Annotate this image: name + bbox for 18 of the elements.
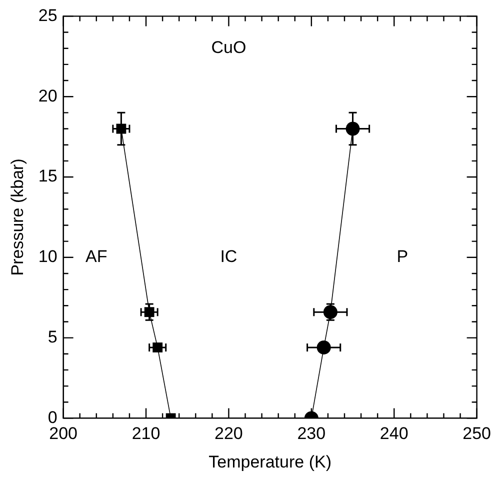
y-tick-label: 0 bbox=[48, 408, 58, 427]
annotation: P bbox=[396, 247, 408, 266]
y-tick-label: 25 bbox=[38, 6, 58, 25]
x-tick-label: 200 bbox=[49, 424, 78, 444]
y-tick-label: 5 bbox=[48, 327, 58, 346]
x-axis-title: Temperature (K) bbox=[208, 452, 332, 472]
y-tick-label: 20 bbox=[38, 86, 58, 106]
x-tick-label: 250 bbox=[462, 424, 492, 444]
x-tick-label: 240 bbox=[380, 424, 408, 444]
annotation: AF bbox=[86, 247, 108, 266]
y-tick-label: 15 bbox=[38, 166, 58, 186]
annotation: CuO bbox=[211, 38, 246, 58]
y-tick-label: 10 bbox=[38, 247, 58, 266]
x-tick-label: 210 bbox=[132, 424, 160, 444]
x-tick-label: 220 bbox=[214, 424, 243, 444]
y-axis-title: Pressure (kbar) bbox=[8, 158, 27, 276]
annotation: IC bbox=[220, 247, 238, 266]
x-tick-label: 230 bbox=[297, 424, 326, 444]
